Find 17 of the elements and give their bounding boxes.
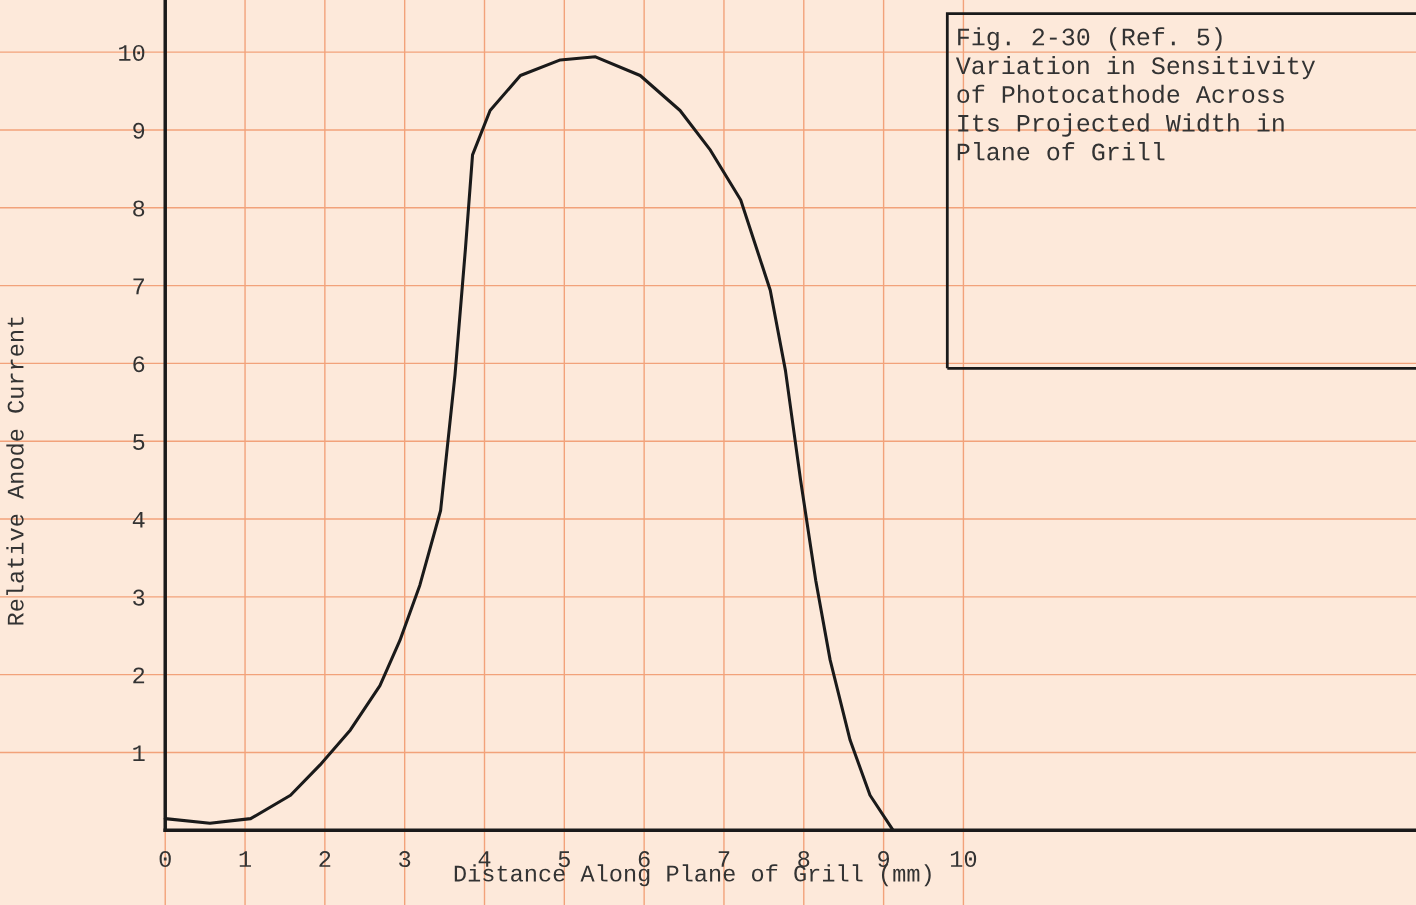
y-tick-label: 10 (119, 44, 145, 61)
y-tick-label: 6 (133, 356, 145, 373)
y-tick-label: 5 (133, 434, 145, 450)
x-tick-label: 2 (319, 851, 331, 867)
y-tick-label: 9 (133, 122, 145, 139)
x-tick-label: 1 (239, 851, 251, 867)
x-tick-label: 0 (159, 851, 171, 868)
y-tick-label: 8 (133, 200, 145, 217)
text: Fig. 2-30 (Ref. 5) Variation in Sensitivity of Photocathode Across Its Projected Width in Plane of Grill (955, 27, 1316, 161)
y-tick-label: 3 (133, 589, 145, 606)
y-tick-label: 4 (132, 512, 145, 528)
y-tick-label: 2 (133, 667, 145, 684)
x-tick-label: 10 (950, 851, 977, 868)
y-tick-label: 1 (133, 745, 145, 762)
y-tick-label: 7 (133, 278, 144, 295)
y-axis-title: Relative Anode Current (6, 317, 24, 625)
x-tick-label: 3 (399, 851, 411, 868)
